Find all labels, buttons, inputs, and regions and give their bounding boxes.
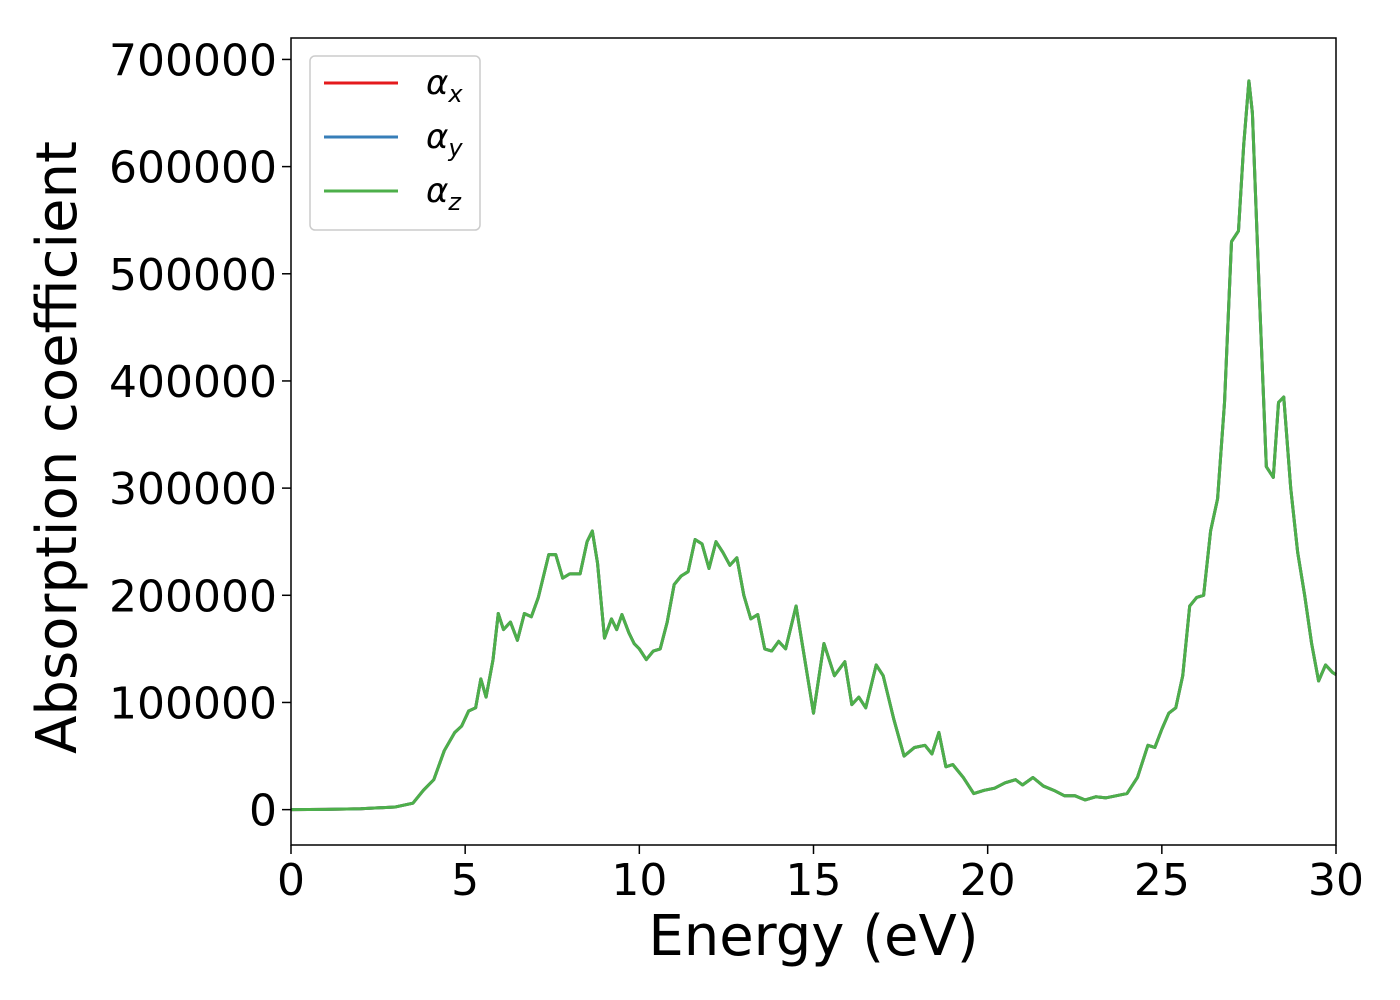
x-tick-label: 20 [960, 855, 1016, 906]
y-tick-label: 500000 [109, 250, 277, 301]
series-layer [290, 79, 1337, 812]
y-axis-label: Absorption coefficient [25, 141, 90, 754]
x-tick-label: 10 [611, 855, 667, 906]
y-tick-label: 400000 [109, 357, 277, 408]
x-tick-label: 15 [786, 855, 842, 906]
y-tick-label: 0 [249, 786, 277, 837]
y-tick-label: 600000 [109, 143, 277, 194]
x-tick-label: 0 [277, 855, 305, 906]
y-tick-label: 200000 [109, 571, 277, 622]
y-tick-label: 300000 [109, 464, 277, 515]
x-axis-label: Energy (eV) [648, 904, 978, 969]
x-tick-label: 5 [451, 855, 479, 906]
y-axis: 0 100000 200000 300000 400000 500000 600000 700… [109, 35, 291, 837]
x-tick-label: 25 [1134, 855, 1190, 906]
series-line-z [290, 79, 1337, 812]
y-tick-label: 700000 [109, 35, 277, 86]
x-tick-label: 30 [1308, 855, 1364, 906]
x-axis: 0 5 10 15 20 25 30 [277, 845, 1364, 906]
legend-box [309, 55, 481, 231]
y-tick-label: 100000 [109, 678, 277, 729]
